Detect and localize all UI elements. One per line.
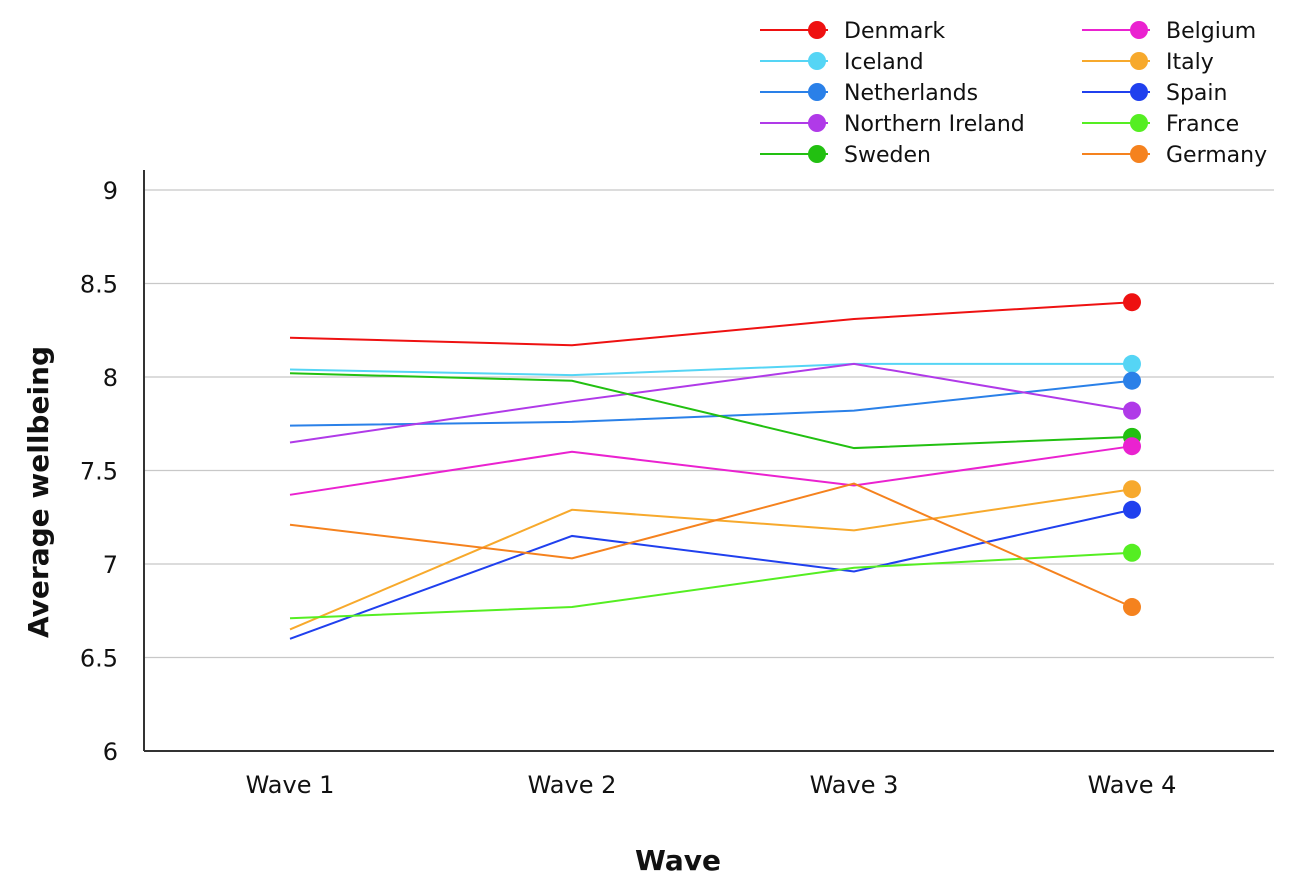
legend-marker [808,83,826,101]
legend-item: Netherlands [760,81,978,106]
legend-marker [808,21,826,39]
legend-item: France [1082,112,1239,137]
legend-label: Belgium [1166,19,1256,44]
legend-label: Germany [1166,143,1267,168]
y-axis-title: Average wellbeing [22,346,55,638]
x-tick-label: Wave 4 [1088,771,1177,799]
end-marker-netherlands [1123,371,1141,390]
y-tick-label: 8.5 [80,271,118,299]
legend-marker [1130,145,1148,163]
x-tick-label: Wave 2 [528,771,617,799]
end-marker-italy [1123,480,1141,499]
legend-label: Iceland [844,50,924,75]
legend-item: Belgium [1082,19,1256,44]
legend-item: Sweden [760,143,931,168]
end-marker-belgium [1123,437,1141,456]
series-line-iceland [289,362,1132,377]
series-lines [289,301,1133,640]
series-line-denmark [289,301,1133,347]
series-line-northern-ireland [289,362,1133,444]
legend-label: Denmark [844,19,945,44]
legend-item: Northern Ireland [760,112,1025,137]
legend-item: Italy [1082,50,1214,75]
y-tick-label: 7.5 [80,458,118,486]
series-line-spain [289,508,1133,640]
legend-marker [1130,114,1148,132]
legend-label: Spain [1166,81,1227,106]
legend-marker [1130,21,1148,39]
legend-item: Denmark [760,19,945,44]
x-tick-label: Wave 1 [246,771,335,799]
legend-item: Germany [1082,143,1267,168]
series-line-france [289,551,1133,620]
axes [143,170,1274,752]
legend-label: Netherlands [844,81,978,106]
legend-label: Northern Ireland [844,112,1025,137]
y-tick-label: 6.5 [80,645,118,673]
legend-marker [808,114,826,132]
legend-marker [808,145,826,163]
y-tick-labels: 6 6.5 7 7.5 8 8.5 9 [80,177,118,766]
legend-label: France [1166,112,1239,137]
legend-item: Iceland [760,50,924,75]
end-marker-denmark [1123,293,1141,312]
y-tick-label: 7 [103,551,118,579]
legend-marker [1130,83,1148,101]
end-markers [1123,293,1141,617]
end-marker-spain [1123,500,1141,519]
end-marker-germany [1123,598,1141,617]
legend-label: Sweden [844,143,931,168]
series-line-sweden [289,372,1133,450]
series-line-belgium [289,445,1133,496]
y-tick-label: 8 [103,364,118,392]
legend-marker [1130,52,1148,70]
end-marker-northern-ireland [1123,401,1141,420]
x-axis-title: Wave [635,844,721,877]
legend-label: Italy [1166,50,1214,75]
gridlines [144,189,1274,659]
y-tick-label: 9 [103,177,118,205]
legend: Denmark Iceland Netherlands Northern Irelan… [760,19,1267,168]
x-tick-labels: Wave 1 Wave 2 Wave 3 Wave 4 [246,771,1177,799]
legend-item: Spain [1082,81,1227,106]
y-tick-label: 6 [103,738,118,766]
end-marker-iceland [1123,354,1141,373]
legend-marker [808,52,826,70]
x-tick-label: Wave 3 [810,771,899,799]
series-line-netherlands [289,379,1133,427]
end-marker-france [1123,543,1141,562]
series-line-germany [289,482,1133,608]
